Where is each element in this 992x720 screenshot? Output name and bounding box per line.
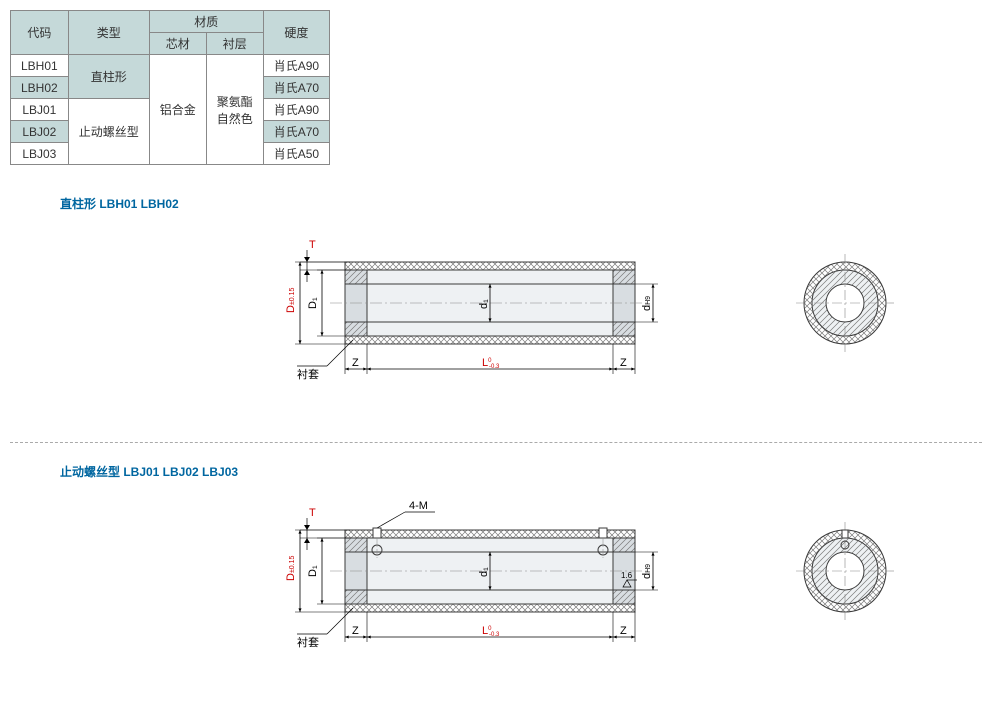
- table-row: LBH01 直柱形 铝合金 聚氨酯自然色 肖氏A90: [11, 55, 330, 77]
- th-type: 类型: [68, 11, 149, 55]
- svg-text:dH9: dH9: [641, 296, 653, 311]
- svg-text:D±0.15: D±0.15: [285, 555, 297, 581]
- svg-text:衬套: 衬套: [297, 368, 319, 381]
- svg-text:D₁: D₁: [307, 565, 319, 577]
- divider: [10, 442, 982, 443]
- svg-text:1.6: 1.6: [621, 571, 633, 580]
- svg-text:Z: Z: [620, 357, 627, 369]
- svg-text:d₁: d₁: [478, 567, 490, 577]
- svg-text:d₁: d₁: [478, 299, 490, 309]
- svg-text:dH9: dH9: [641, 564, 653, 579]
- th-lining: 衬层: [206, 33, 263, 55]
- svg-text:D±0.15: D±0.15: [285, 287, 297, 313]
- section1-title: 直柱形 LBH01 LBH02: [60, 195, 982, 212]
- th-material: 材质: [149, 11, 263, 33]
- svg-text:D₁: D₁: [307, 297, 319, 309]
- spec-table: 代码 类型 材质 硬度 芯材 衬层 LBH01 直柱形 铝合金 聚氨酯自然色 肖…: [10, 10, 330, 165]
- section2-title: 止动螺丝型 LBJ01 LBJ02 LBJ03: [60, 463, 982, 480]
- svg-text:4-M: 4-M: [409, 500, 428, 512]
- svg-text:Z: Z: [352, 357, 359, 369]
- svg-text:衬套: 衬套: [297, 636, 319, 649]
- diagram-1: T D±0.15 D₁ d₁ dH9 衬套 Z L0-0.3 Z: [285, 222, 982, 422]
- svg-text:T: T: [309, 507, 316, 519]
- svg-text:Z: Z: [620, 625, 627, 637]
- diagram-2: 4-M T D±0.15 D₁ d₁ dH9 1.6 衬套 Z L0-0.3 Z: [285, 490, 982, 690]
- th-hardness: 硬度: [263, 11, 329, 55]
- th-code: 代码: [11, 11, 69, 55]
- svg-text:Z: Z: [352, 625, 359, 637]
- th-core: 芯材: [149, 33, 206, 55]
- svg-text:L0-0.3: L0-0.3: [482, 625, 500, 638]
- svg-text:T: T: [309, 239, 316, 251]
- svg-text:L0-0.3: L0-0.3: [482, 357, 500, 370]
